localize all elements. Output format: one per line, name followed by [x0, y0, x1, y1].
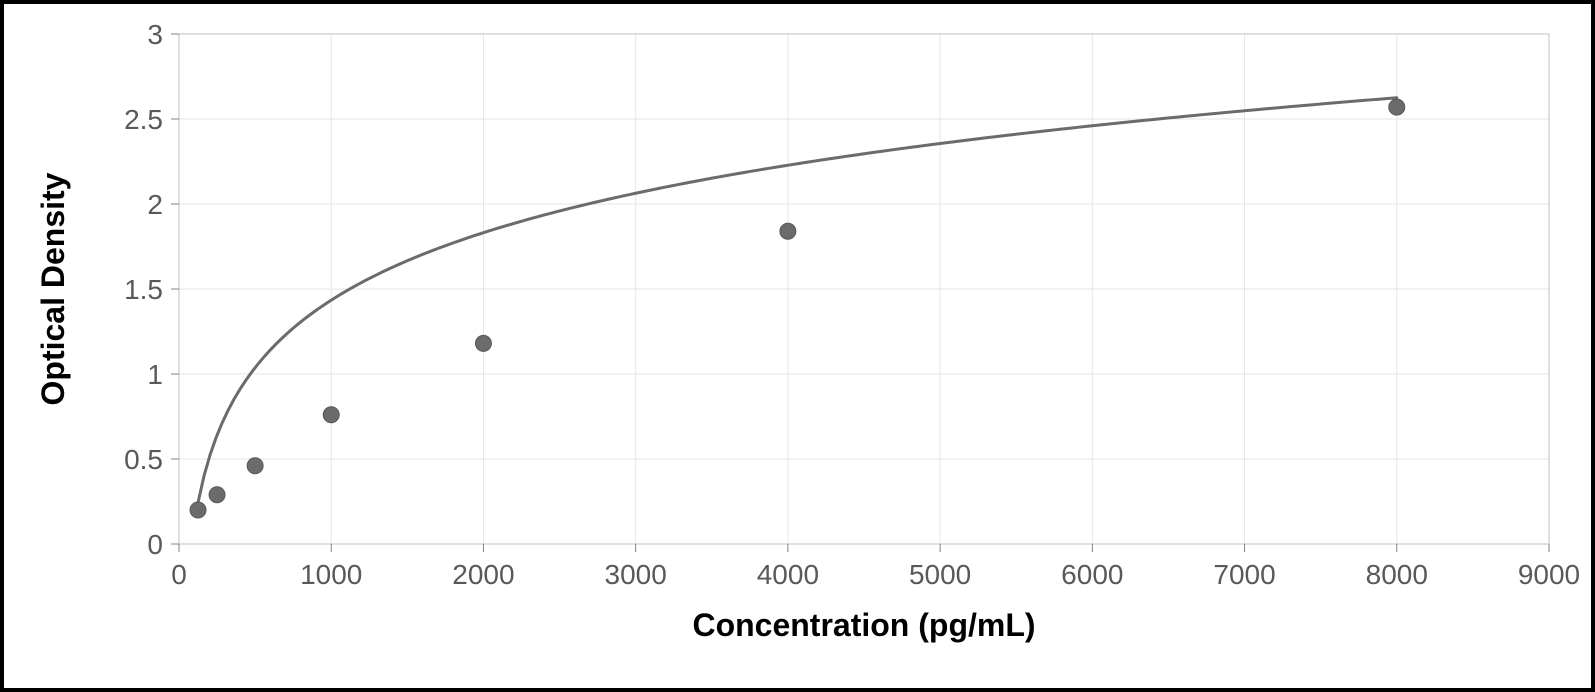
data-point	[323, 407, 339, 423]
x-axis-title: Concentration (pg/mL)	[692, 607, 1035, 643]
y-tick-label: 2	[147, 189, 163, 220]
x-tick-label: 1000	[300, 559, 362, 590]
standard-curve-chart: 0 1000 2000 3000 4000 5000 6000 7000 8000 9000 0 0.…	[4, 4, 1591, 688]
data-point	[190, 502, 206, 518]
y-tick-label: 1	[147, 359, 163, 390]
y-axis: 0 0.5 1 1.5 2 2.5 3	[124, 19, 179, 560]
data-point	[780, 223, 796, 239]
x-axis: 0 1000 2000 3000 4000 5000 6000 7000 8000 9000	[171, 544, 1580, 590]
x-tick-label: 3000	[605, 559, 667, 590]
y-tick-label: 2.5	[124, 104, 163, 135]
data-point	[475, 335, 491, 351]
x-tick-label: 6000	[1061, 559, 1123, 590]
x-tick-label: 7000	[1213, 559, 1275, 590]
x-tick-label: 9000	[1518, 559, 1580, 590]
x-tick-label: 4000	[757, 559, 819, 590]
x-tick-label: 0	[171, 559, 187, 590]
chart-frame: 0 1000 2000 3000 4000 5000 6000 7000 8000 9000 0 0.…	[0, 0, 1595, 692]
data-point	[247, 458, 263, 474]
y-tick-label: 1.5	[124, 274, 163, 305]
x-tick-label: 2000	[452, 559, 514, 590]
data-point	[1389, 99, 1405, 115]
y-tick-label: 0.5	[124, 444, 163, 475]
y-tick-label: 3	[147, 19, 163, 50]
data-point	[209, 487, 225, 503]
x-tick-label: 8000	[1366, 559, 1428, 590]
x-tick-label: 5000	[909, 559, 971, 590]
y-axis-title: Optical Density	[35, 172, 71, 405]
y-tick-label: 0	[147, 529, 163, 560]
